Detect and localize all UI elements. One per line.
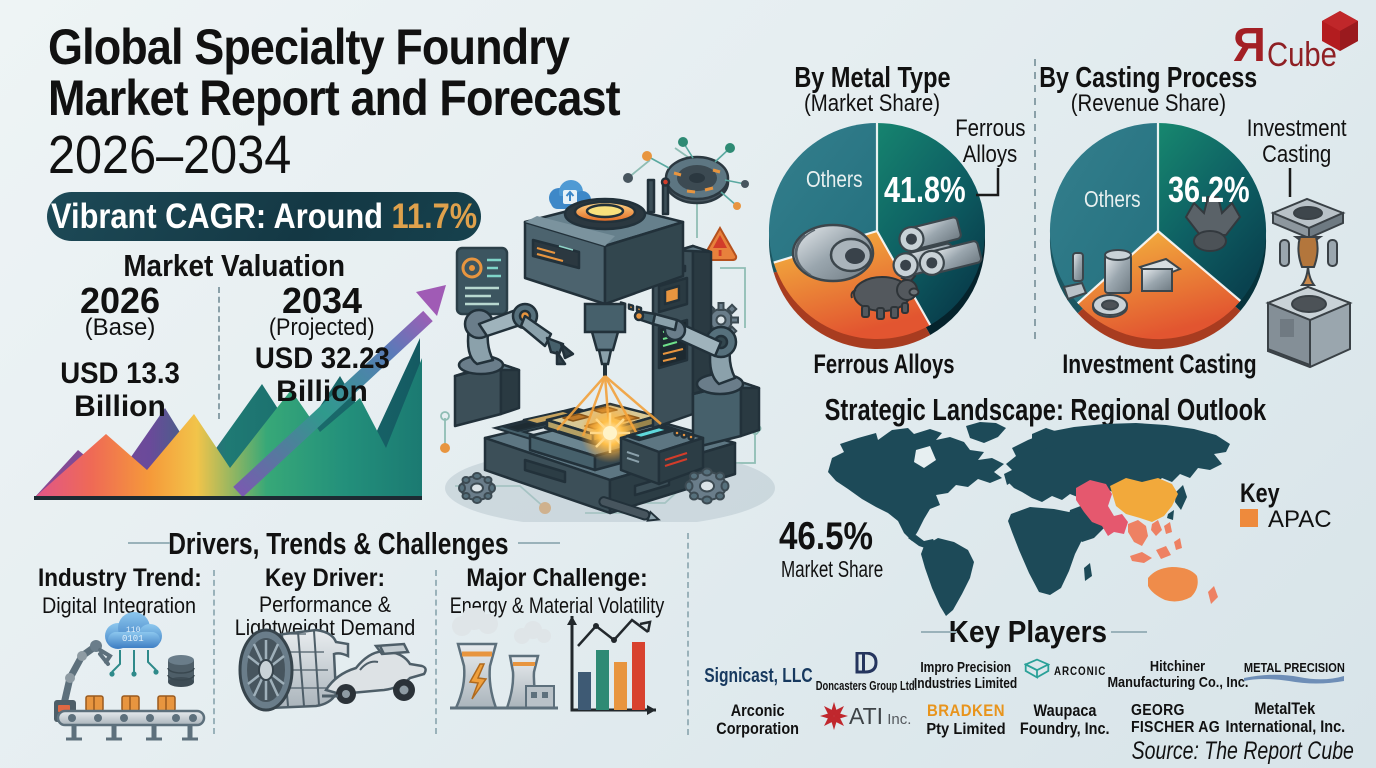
svg-text:110: 110 (126, 626, 141, 635)
svg-text:0101: 0101 (122, 634, 144, 644)
